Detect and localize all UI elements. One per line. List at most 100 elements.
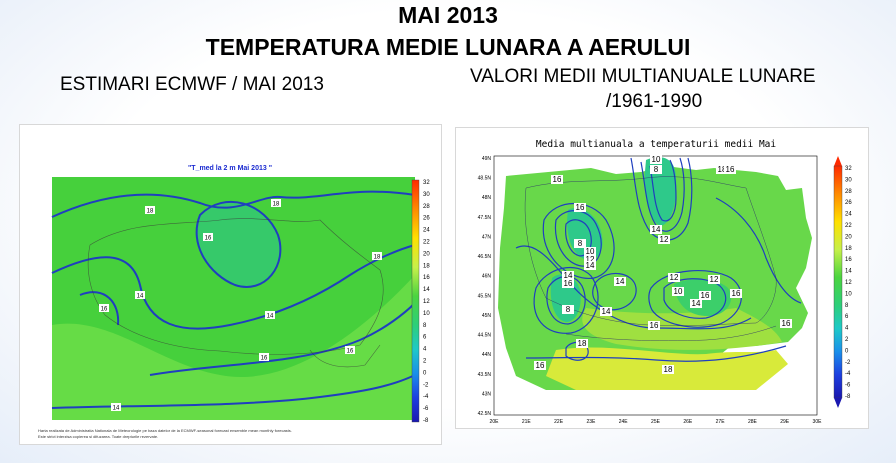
left-contour-label: 18: [374, 255, 381, 261]
left-contour-label: 14: [267, 314, 274, 320]
right-contour-d: [542, 202, 615, 280]
right-contour-label: 12: [710, 275, 719, 284]
left-colorbar-tick: -2: [423, 382, 429, 388]
right-x-tick: 30E: [813, 419, 823, 425]
right-contour-label: 16: [701, 291, 710, 300]
right-contour-label: 14: [602, 307, 611, 316]
left-map-footnote-2: Este strict interzisa copierea si difuza…: [38, 434, 158, 439]
left-colorbar-tick: 6: [423, 335, 427, 341]
right-x-tick: 22E: [554, 419, 564, 425]
left-colorbar-tick: 24: [423, 228, 430, 234]
right-contour-label-bg: [614, 277, 626, 286]
right-contour-label-bg: [551, 175, 563, 184]
left-colorbar-tick: 26: [423, 216, 430, 222]
right-x-tick: 21E: [522, 419, 532, 425]
left-colorbar-tick: -4: [423, 394, 429, 400]
right-y-tick: 48.5N: [478, 176, 492, 182]
right-colorbar-top-arrow: [834, 156, 842, 166]
multiannual-mean-map: Media multianuala a temperaturii medii M…: [456, 128, 868, 428]
left-contour-16c: [149, 302, 416, 376]
left-contour-label: 14: [137, 294, 144, 300]
right-contour-label-bg: [730, 289, 742, 298]
right-contour-label-bg: [780, 319, 792, 328]
right-contour-label: 14: [616, 277, 625, 286]
right-contour-label-bg: [662, 365, 674, 374]
left-colorbar-tick: 20: [423, 251, 430, 257]
right-y-tick: 48N: [482, 195, 492, 201]
right-x-tick: 26E: [683, 419, 693, 425]
right-contour-label-bg: [600, 307, 612, 316]
right-contour-label-bg: [584, 255, 596, 264]
left-contour-16b: [79, 291, 120, 326]
right-contour-label-bg: [724, 165, 736, 174]
right-x-tick: 27E: [716, 419, 726, 425]
left-colorbar-tick: -6: [423, 406, 429, 412]
right-colorbar-tick: 32: [845, 166, 852, 172]
right-contour-label: 10: [586, 247, 595, 256]
right-colorbar-tick: -6: [845, 383, 851, 389]
ecmwf-forecast-map: "T_med la 2 m Mai 2013 " 18 18 16 14 18 …: [20, 125, 441, 444]
right-colorbar: [833, 165, 843, 399]
left-contour-label: 14: [113, 406, 120, 412]
left-contour-label: 16: [101, 307, 108, 313]
right-contour-label: 16: [650, 321, 659, 330]
right-contour-label: 12: [586, 255, 595, 264]
right-colorbar-tick: 16: [845, 257, 852, 263]
right-contour-label-bg: [650, 225, 662, 234]
left-colorbar-tick: 18: [423, 263, 430, 269]
right-contour-label: 16: [782, 319, 791, 328]
left-contour-label: 16: [261, 356, 268, 362]
right-x-tick: 28E: [748, 419, 758, 425]
right-colorbar-tick: 22: [845, 223, 852, 229]
right-y-tick: 44.5N: [478, 333, 492, 339]
right-colorbar-tick: 6: [845, 314, 849, 320]
right-contour-label: 18: [664, 365, 673, 374]
right-contour-label-bg: [658, 235, 670, 244]
right-colorbar-tick: -2: [845, 360, 851, 366]
right-contour-label: 16: [536, 361, 545, 370]
right-contour-label-bg: [562, 305, 574, 314]
right-contour-label-bg: [576, 339, 588, 348]
right-contour-label-bg: [562, 279, 574, 288]
right-contour-label: 8: [566, 305, 571, 314]
right-colorbar-tick: 18: [845, 246, 852, 252]
left-colorbar-tick: 4: [423, 347, 427, 353]
right-colorbar-tick: 2: [845, 337, 849, 343]
left-colorbar-tick: 28: [423, 204, 430, 210]
right-contour-label-bg: [584, 261, 596, 270]
right-contour-label: 16: [576, 203, 585, 212]
right-contour-label-bg: [668, 273, 680, 282]
left-colorbar-tick: 12: [423, 299, 430, 305]
right-x-tick: 25E: [651, 419, 661, 425]
right-contour-j: [648, 269, 742, 328]
left-colorbar-tick: 32: [423, 180, 430, 186]
right-contour-i: [592, 272, 637, 311]
right-colorbar-tick: 8: [845, 303, 849, 309]
right-colorbar-tick: 20: [845, 234, 852, 240]
left-colorbar-tick: 0: [423, 370, 427, 376]
right-contour-label-bg: [648, 321, 660, 330]
right-contour-label: 10: [674, 287, 683, 296]
right-contour-k: [663, 278, 727, 319]
right-colorbar-tick: 26: [845, 200, 852, 206]
right-x-tick: 24E: [619, 419, 629, 425]
right-colorbar-tick: 28: [845, 189, 852, 195]
left-contour-16a: [195, 200, 282, 288]
right-y-tick: 49N: [482, 156, 492, 162]
page-subtitle: TEMPERATURA MEDIE LUNARA A AERULUI: [205, 34, 691, 60]
right-contour-label-bg: [562, 271, 574, 280]
right-contour-label-bg: [574, 239, 586, 248]
right-colorbar-tick: 24: [845, 212, 852, 218]
right-map-borders: [524, 176, 777, 326]
right-colorbar-tick: 14: [845, 269, 852, 275]
left-colorbar: [411, 179, 420, 423]
left-map-cool-zone: [196, 201, 281, 287]
left-map-footnote: Harta realizata de Administratia Nationa…: [38, 428, 292, 433]
right-colorbar-tick: 4: [845, 326, 849, 332]
right-contour-label: 16: [553, 175, 562, 184]
right-contour-label: 12: [660, 235, 669, 244]
right-contour-label-bg: [699, 291, 711, 300]
right-contour-label: 14: [692, 299, 701, 308]
right-map-river: [565, 325, 777, 341]
right-colorbar-tick: -4: [845, 371, 851, 377]
